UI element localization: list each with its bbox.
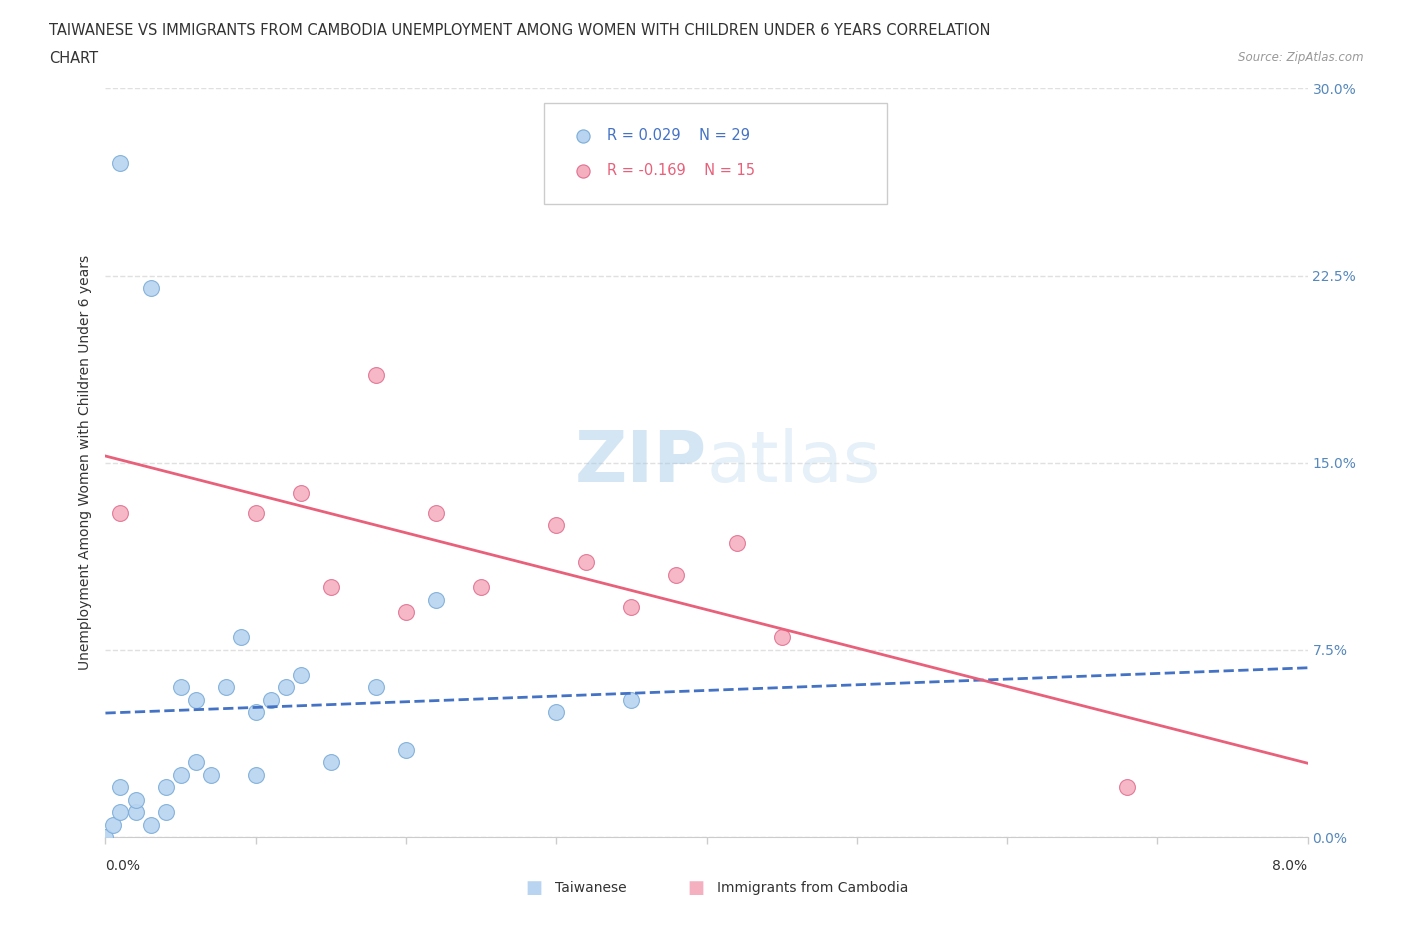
Point bbox=[770, 630, 793, 644]
Point bbox=[425, 592, 447, 607]
Point bbox=[425, 505, 447, 520]
Text: TAIWANESE VS IMMIGRANTS FROM CAMBODIA UNEMPLOYMENT AMONG WOMEN WITH CHILDREN UND: TAIWANESE VS IMMIGRANTS FROM CAMBODIA UN… bbox=[49, 23, 991, 38]
Point bbox=[139, 281, 162, 296]
Point bbox=[620, 692, 643, 707]
Text: CHART: CHART bbox=[49, 51, 98, 66]
Point bbox=[110, 804, 132, 819]
Point bbox=[245, 767, 267, 782]
Point bbox=[395, 605, 418, 620]
Point bbox=[575, 555, 598, 570]
Point bbox=[155, 804, 177, 819]
Point bbox=[110, 779, 132, 794]
Point bbox=[229, 630, 252, 644]
Text: Source: ZipAtlas.com: Source: ZipAtlas.com bbox=[1239, 51, 1364, 64]
Point bbox=[364, 368, 387, 383]
Point bbox=[169, 767, 191, 782]
Point bbox=[319, 755, 342, 770]
Point bbox=[184, 692, 207, 707]
Point bbox=[94, 830, 117, 844]
FancyBboxPatch shape bbox=[544, 103, 887, 205]
Point bbox=[290, 485, 312, 500]
Point bbox=[1116, 779, 1139, 794]
Point bbox=[665, 567, 688, 582]
Point bbox=[546, 518, 568, 533]
Point bbox=[395, 742, 418, 757]
Point bbox=[260, 692, 283, 707]
Text: R = -0.169    N = 15: R = -0.169 N = 15 bbox=[607, 163, 755, 179]
Point bbox=[290, 668, 312, 683]
Point bbox=[184, 755, 207, 770]
Text: ■: ■ bbox=[688, 879, 704, 897]
Text: R = 0.029    N = 29: R = 0.029 N = 29 bbox=[607, 128, 749, 143]
Text: 0.0%: 0.0% bbox=[105, 859, 141, 873]
Text: 8.0%: 8.0% bbox=[1272, 859, 1308, 873]
Point bbox=[200, 767, 222, 782]
Point bbox=[214, 680, 236, 695]
Point bbox=[110, 156, 132, 171]
Text: atlas: atlas bbox=[707, 428, 882, 498]
Text: Taiwanese: Taiwanese bbox=[555, 881, 627, 896]
Y-axis label: Unemployment Among Women with Children Under 6 years: Unemployment Among Women with Children U… bbox=[79, 255, 93, 671]
Point bbox=[245, 505, 267, 520]
Point bbox=[274, 680, 297, 695]
Point bbox=[110, 505, 132, 520]
Point bbox=[620, 600, 643, 615]
Text: ZIP: ZIP bbox=[574, 428, 707, 498]
Point bbox=[169, 680, 191, 695]
Point bbox=[139, 817, 162, 832]
Text: Immigrants from Cambodia: Immigrants from Cambodia bbox=[717, 881, 908, 896]
Point bbox=[546, 705, 568, 720]
Point bbox=[124, 804, 146, 819]
Text: ■: ■ bbox=[526, 879, 543, 897]
Point bbox=[124, 792, 146, 807]
Point bbox=[245, 705, 267, 720]
Point bbox=[101, 817, 124, 832]
Point bbox=[470, 580, 492, 595]
Point bbox=[155, 779, 177, 794]
Point bbox=[364, 680, 387, 695]
Point bbox=[725, 535, 748, 550]
Point bbox=[319, 580, 342, 595]
